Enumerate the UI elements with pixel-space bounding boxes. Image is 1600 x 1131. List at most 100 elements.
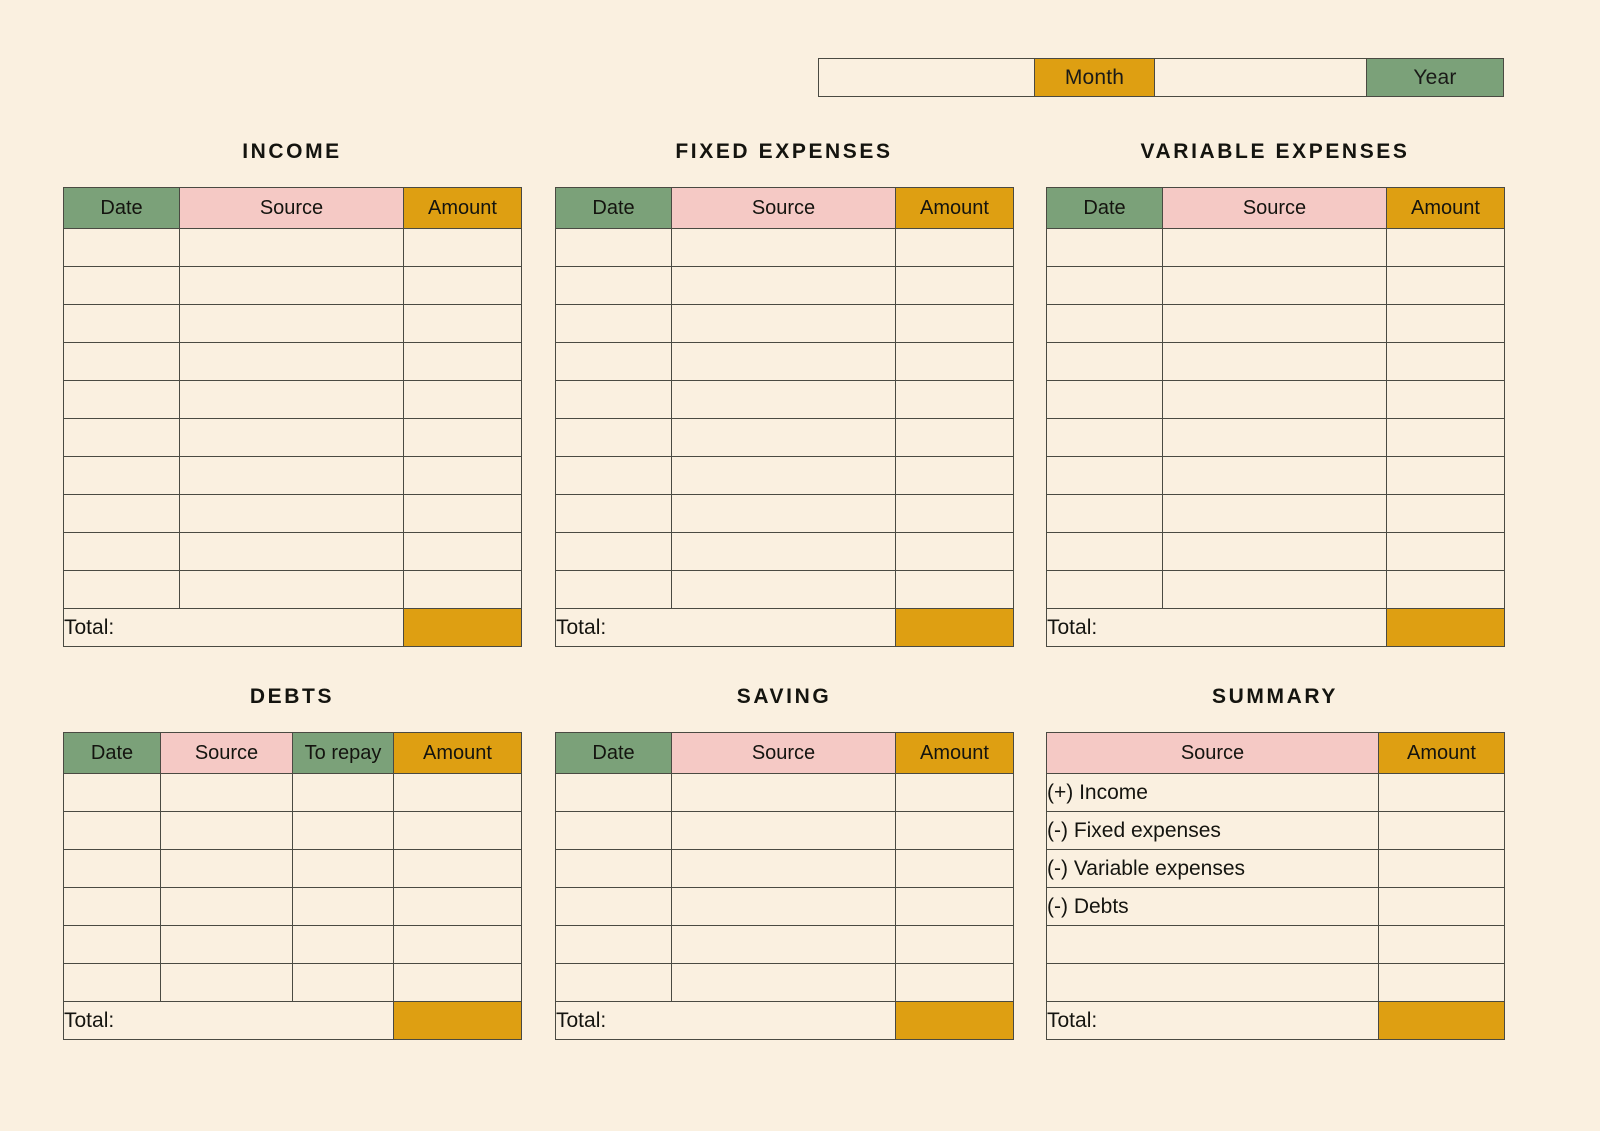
entry-cell[interactable] <box>393 887 522 926</box>
entry-cell[interactable] <box>1046 570 1163 609</box>
entry-cell[interactable] <box>292 963 394 1002</box>
entry-cell[interactable] <box>1046 342 1163 381</box>
entry-cell[interactable] <box>179 266 404 305</box>
entry-cell[interactable] <box>63 418 180 457</box>
entry-cell[interactable] <box>555 849 672 888</box>
entry-cell[interactable] <box>895 494 1014 533</box>
entry-cell[interactable] <box>63 849 161 888</box>
month-input[interactable] <box>819 59 1035 96</box>
entry-cell[interactable] <box>63 532 180 571</box>
entry-cell[interactable] <box>63 963 161 1002</box>
total-amount-cell[interactable] <box>393 1001 522 1040</box>
entry-cell[interactable] <box>179 532 404 571</box>
entry-cell[interactable] <box>895 849 1014 888</box>
entry-cell[interactable] <box>671 532 896 571</box>
entry-cell[interactable] <box>1386 266 1505 305</box>
entry-cell[interactable] <box>393 773 522 812</box>
entry-cell[interactable] <box>160 773 293 812</box>
total-amount-cell[interactable] <box>1378 1001 1505 1040</box>
entry-cell[interactable] <box>1386 380 1505 419</box>
entry-cell[interactable] <box>179 418 404 457</box>
entry-cell[interactable] <box>403 418 522 457</box>
entry-cell[interactable] <box>671 494 896 533</box>
total-amount-cell[interactable] <box>403 608 522 647</box>
entry-cell[interactable] <box>555 532 672 571</box>
entry-cell[interactable] <box>555 494 672 533</box>
entry-cell[interactable] <box>292 925 394 964</box>
entry-cell[interactable] <box>179 494 404 533</box>
entry-cell[interactable] <box>1162 228 1387 267</box>
entry-cell[interactable] <box>1046 266 1163 305</box>
entry-cell[interactable] <box>160 887 293 926</box>
entry-cell[interactable] <box>895 456 1014 495</box>
entry-cell[interactable] <box>1386 342 1505 381</box>
entry-cell[interactable] <box>671 570 896 609</box>
entry-cell[interactable] <box>1046 532 1163 571</box>
entry-cell[interactable] <box>1386 418 1505 457</box>
entry-cell[interactable] <box>63 570 180 609</box>
entry-cell[interactable] <box>895 228 1014 267</box>
entry-cell[interactable] <box>895 963 1014 1002</box>
entry-cell[interactable] <box>555 342 672 381</box>
entry-cell[interactable] <box>403 304 522 343</box>
entry-cell[interactable] <box>63 925 161 964</box>
entry-cell[interactable] <box>895 532 1014 571</box>
entry-cell[interactable] <box>555 228 672 267</box>
total-amount-cell[interactable] <box>895 1001 1014 1040</box>
entry-cell[interactable] <box>403 570 522 609</box>
total-amount-cell[interactable] <box>895 608 1014 647</box>
entry-cell[interactable] <box>179 456 404 495</box>
entry-cell[interactable] <box>555 380 672 419</box>
entry-cell[interactable] <box>63 304 180 343</box>
entry-cell[interactable] <box>671 773 896 812</box>
entry-cell[interactable] <box>555 418 672 457</box>
entry-cell[interactable] <box>555 887 672 926</box>
entry-cell[interactable] <box>895 773 1014 812</box>
entry-cell[interactable] <box>555 963 672 1002</box>
entry-cell[interactable] <box>895 418 1014 457</box>
entry-cell[interactable] <box>160 963 293 1002</box>
entry-cell[interactable] <box>671 418 896 457</box>
entry-cell[interactable] <box>1386 532 1505 571</box>
entry-cell[interactable] <box>292 811 394 850</box>
entry-cell[interactable] <box>179 228 404 267</box>
entry-cell[interactable] <box>160 849 293 888</box>
entry-cell[interactable] <box>63 773 161 812</box>
entry-cell[interactable] <box>895 266 1014 305</box>
entry-cell[interactable] <box>1386 228 1505 267</box>
total-amount-cell[interactable] <box>1386 608 1505 647</box>
entry-cell[interactable] <box>895 811 1014 850</box>
summary-row-amount[interactable] <box>1378 925 1505 964</box>
entry-cell[interactable] <box>63 266 180 305</box>
summary-row-amount[interactable] <box>1378 887 1505 926</box>
entry-cell[interactable] <box>1162 456 1387 495</box>
entry-cell[interactable] <box>292 887 394 926</box>
entry-cell[interactable] <box>671 925 896 964</box>
entry-cell[interactable] <box>63 342 180 381</box>
entry-cell[interactable] <box>671 456 896 495</box>
entry-cell[interactable] <box>555 456 672 495</box>
entry-cell[interactable] <box>292 849 394 888</box>
summary-row-amount[interactable] <box>1378 773 1505 812</box>
entry-cell[interactable] <box>895 925 1014 964</box>
entry-cell[interactable] <box>403 456 522 495</box>
entry-cell[interactable] <box>555 925 672 964</box>
entry-cell[interactable] <box>393 925 522 964</box>
summary-row-amount[interactable] <box>1378 963 1505 1002</box>
entry-cell[interactable] <box>1162 380 1387 419</box>
summary-row-amount[interactable] <box>1378 811 1505 850</box>
entry-cell[interactable] <box>1046 380 1163 419</box>
entry-cell[interactable] <box>63 811 161 850</box>
entry-cell[interactable] <box>671 342 896 381</box>
entry-cell[interactable] <box>1386 494 1505 533</box>
entry-cell[interactable] <box>403 228 522 267</box>
entry-cell[interactable] <box>895 570 1014 609</box>
entry-cell[interactable] <box>555 773 672 812</box>
entry-cell[interactable] <box>63 228 180 267</box>
entry-cell[interactable] <box>179 570 404 609</box>
summary-row-amount[interactable] <box>1378 849 1505 888</box>
entry-cell[interactable] <box>555 811 672 850</box>
entry-cell[interactable] <box>1162 418 1387 457</box>
entry-cell[interactable] <box>63 887 161 926</box>
entry-cell[interactable] <box>1046 228 1163 267</box>
